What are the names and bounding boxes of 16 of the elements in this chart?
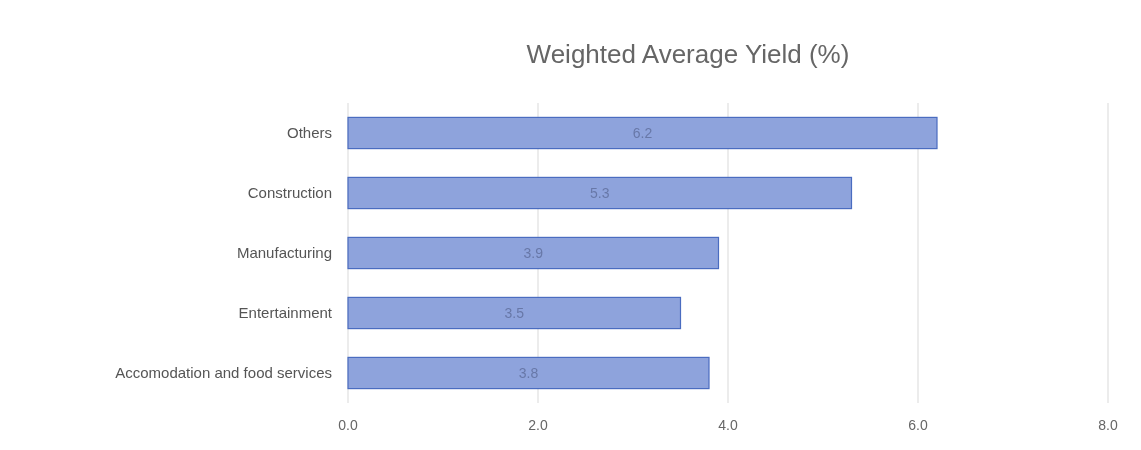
y-tick-label: Others: [286, 124, 332, 141]
x-tick-label: 8.0: [1098, 417, 1118, 433]
y-tick-label: Manufacturing: [236, 244, 332, 261]
x-tick-label: 2.0: [528, 417, 548, 433]
y-tick-label: Entertainment: [238, 304, 333, 321]
x-tick-label: 0.0: [338, 417, 358, 433]
bar: [347, 356, 710, 390]
bar: [347, 116, 938, 150]
bar: [347, 236, 720, 270]
y-tick-label: Accomodation and food services: [115, 364, 332, 381]
chart-title: Weighted Average Yield (%): [526, 39, 850, 69]
bar: [347, 176, 853, 210]
x-tick-label: 4.0: [718, 417, 738, 433]
x-tick-label: 6.0: [908, 417, 928, 433]
bar: [347, 296, 682, 330]
y-tick-label: Construction: [247, 184, 332, 201]
